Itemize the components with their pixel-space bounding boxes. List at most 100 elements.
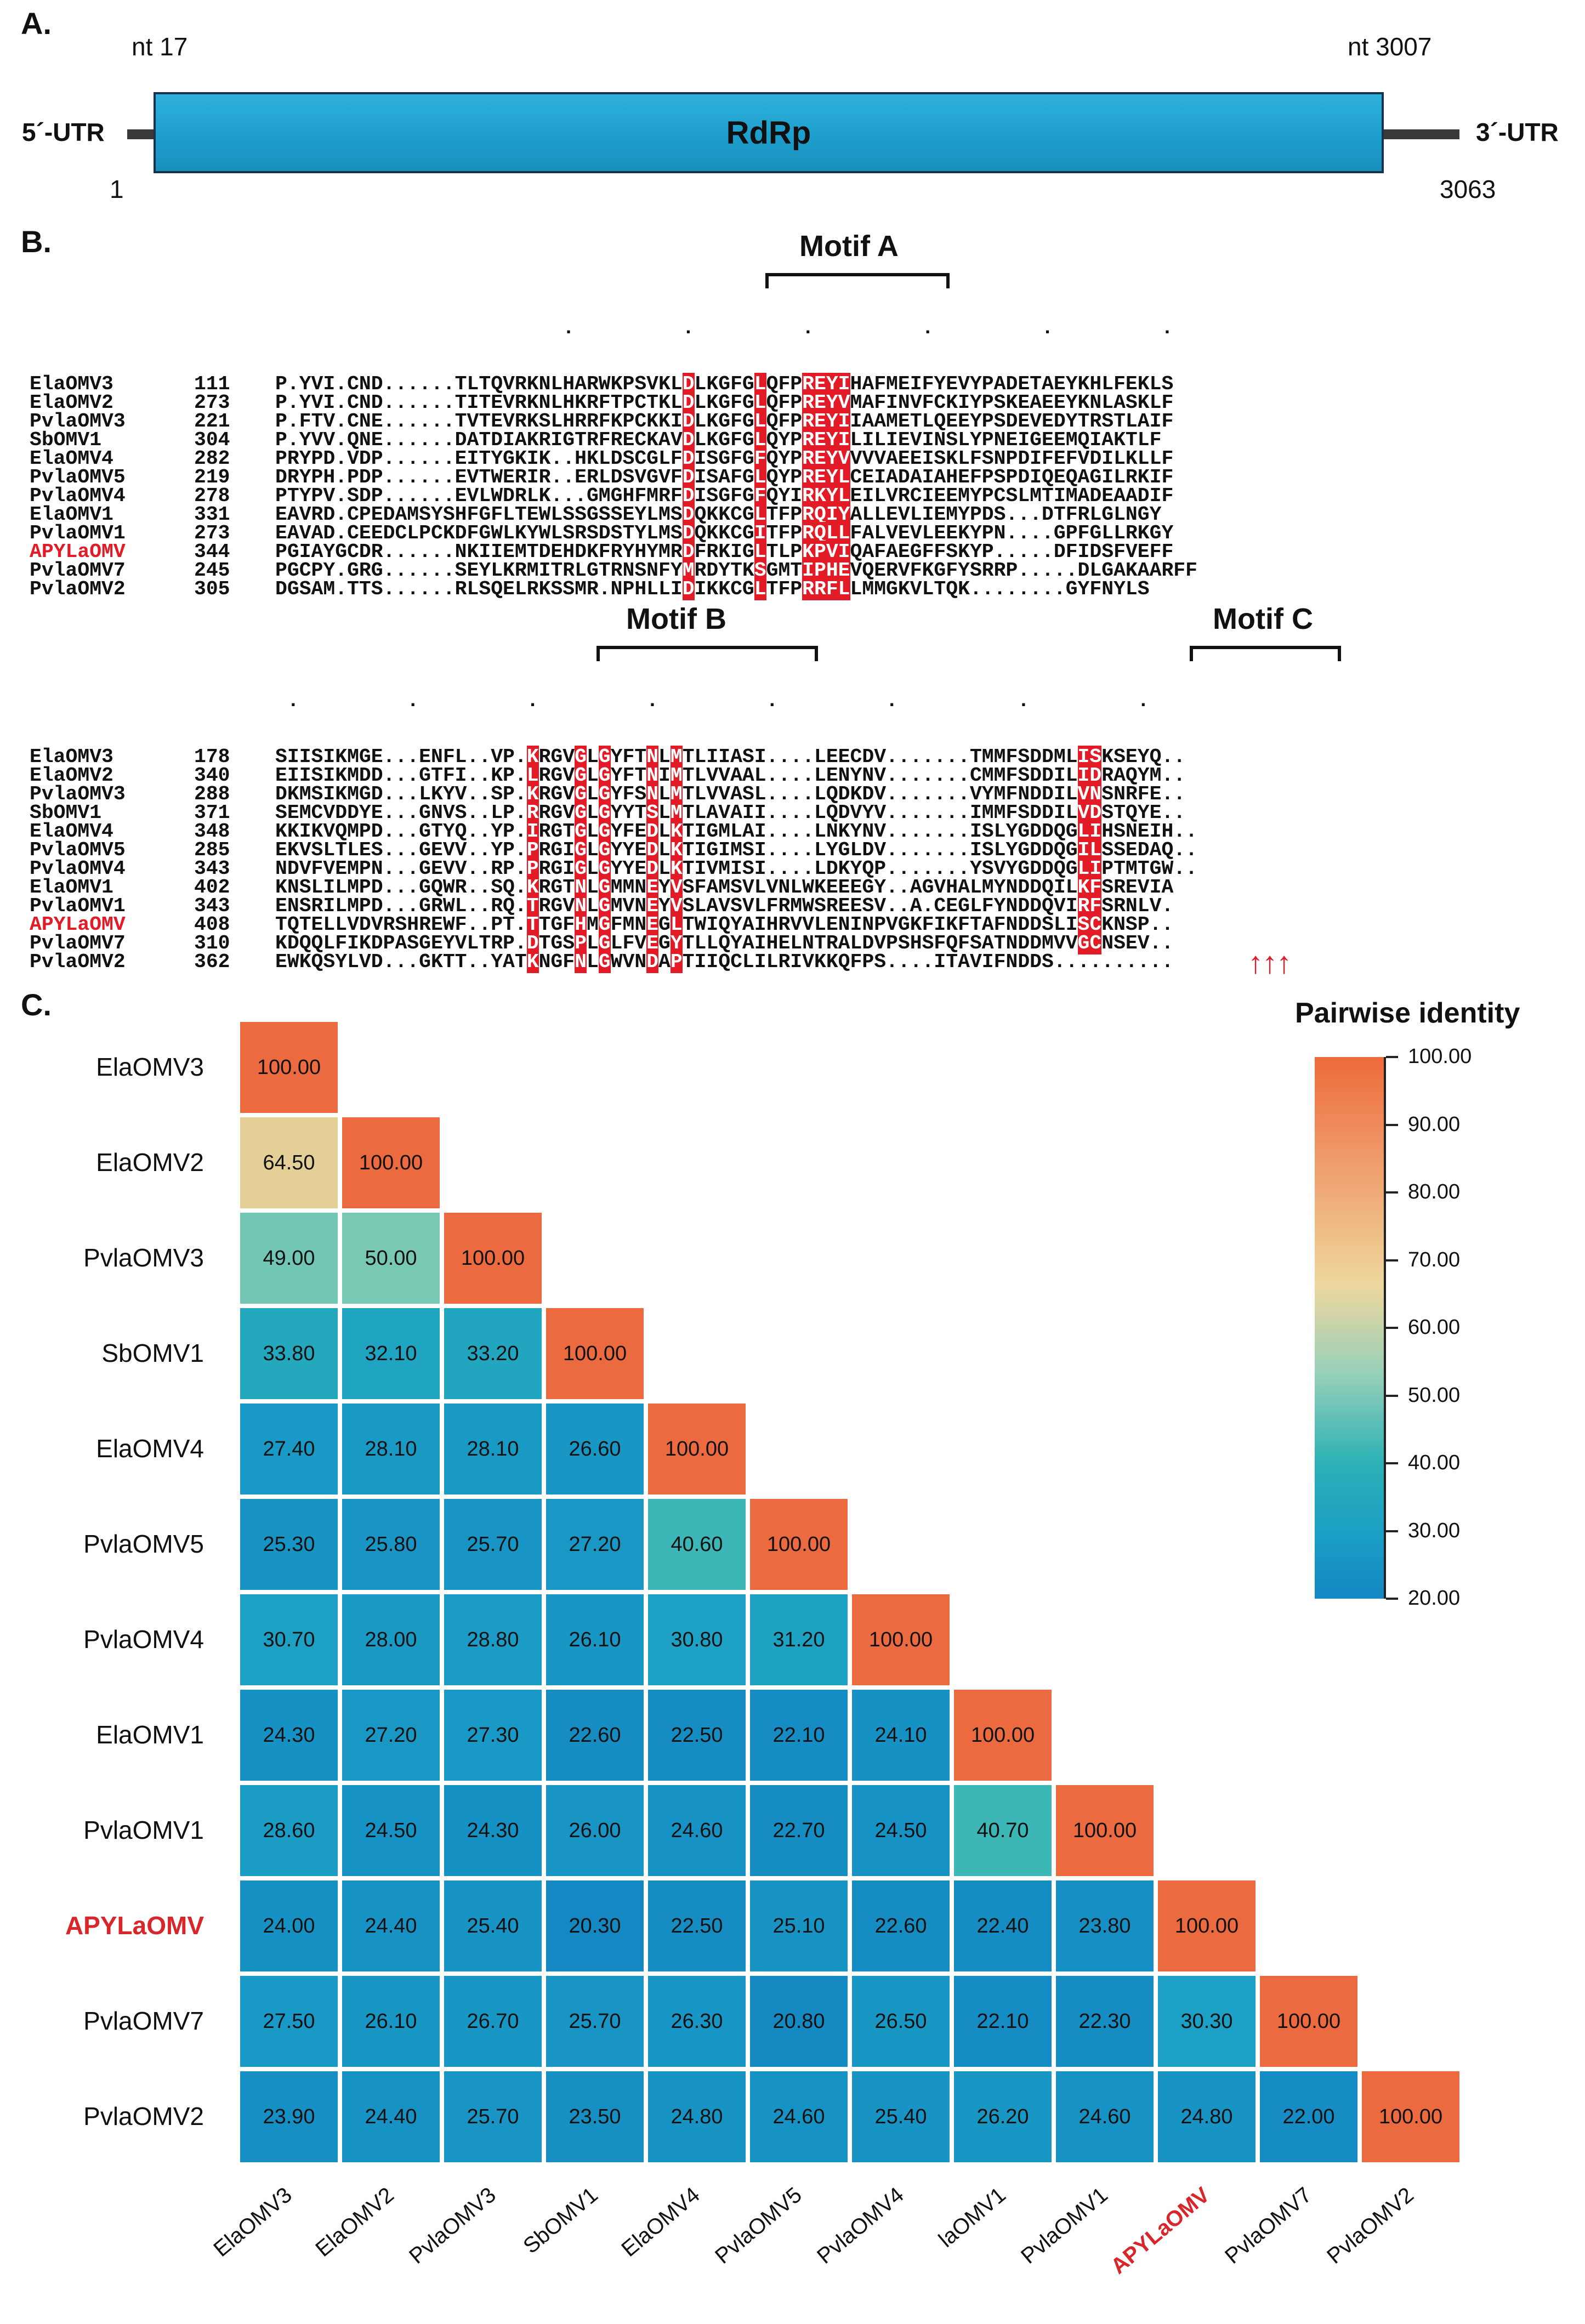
sequence-name: ElaOMV2: [30, 764, 113, 787]
heatmap-row-label: PvlaOMV7: [83, 2007, 204, 2035]
sequence-position: 343: [194, 895, 230, 917]
alignment-row: APYLaOMV 344 PGIAYGCDR......NKIIEMTDEHDKFR…: [30, 541, 1173, 563]
sequence-position: 371: [194, 802, 230, 824]
heatmap-cell: 26.00: [544, 1783, 646, 1878]
legend-tick-label: 60.00: [1408, 1316, 1461, 1339]
sequence-name: ElaOMV4: [30, 820, 113, 843]
panel-b-label: B.: [21, 224, 52, 259]
heatmap-cell: 50.00: [340, 1211, 442, 1306]
heatmap-cell: 24.30: [442, 1783, 544, 1878]
heatmap-cell: 23.80: [1054, 1878, 1156, 1974]
sequence-residues: EKVSLTLES...GEVV..YP.PRGIGLGYYEDLKTIGIMS…: [275, 839, 1197, 861]
sequence-residues: EAVAD.CEEDCLPCKDFGWLKYWLSRSDSTYLMSDQKKCG…: [275, 522, 1174, 544]
heatmap-cell: 27.30: [442, 1687, 544, 1783]
heatmap-cell: 64.50: [238, 1115, 340, 1211]
alignment-row: APYLaOMV 408 TQTELLVDVRSHREWF..PT.TTGFHMGF…: [30, 913, 1173, 936]
heatmap-cell: 100.00: [442, 1211, 544, 1306]
sequence-name: ElaOMV1: [30, 876, 113, 899]
heatmap-row-label: PvlaOMV4: [83, 1625, 204, 1653]
heatmap-cell: 25.40: [850, 2069, 952, 2164]
panel-c-label: C.: [21, 987, 52, 1022]
sequence-position: 343: [194, 857, 230, 880]
sequence-residues: P.FTV.CNE......TVTEVRKSLHRRFKPCKKIDLKGFG…: [275, 410, 1174, 433]
heatmap-cell: 100.00: [340, 1115, 442, 1211]
sequence-residues: P.YVV.QNE......DATDIAKRIGTRFRECKAVDLKGFG…: [275, 429, 1162, 451]
heatmap-cell: 27.40: [238, 1401, 340, 1497]
sequence-name: ElaOMV3: [30, 746, 113, 768]
heatmap-cell: 25.70: [544, 1974, 646, 2069]
heatmap-cell: 24.50: [850, 1783, 952, 1878]
heatmap-cell: 24.00: [238, 1878, 340, 1974]
sequence-position: 178: [194, 746, 230, 768]
heatmap-cell: 24.40: [340, 2069, 442, 2164]
heatmap-cell: 28.00: [340, 1592, 442, 1687]
heatmap-row-label: ElaOMV2: [96, 1148, 204, 1177]
legend-tick-mark: [1386, 1123, 1398, 1126]
heatmap-cell: 100.00: [238, 1020, 340, 1115]
heatmap-cell: 100.00: [1054, 1783, 1156, 1878]
heatmap-row-label: PvlaOMV3: [83, 1243, 204, 1272]
sequence-name: PvlaOMV7: [30, 932, 126, 954]
alignment-row: ElaOMV1 331 EAVRD.CPEDAMSYSHFGFLTEWLSSGSSE…: [30, 503, 1161, 526]
nt-end-label: nt 3007: [1348, 32, 1432, 61]
heatmap-cell: 25.70: [442, 1497, 544, 1592]
sequence-position: 273: [194, 522, 230, 544]
sequence-name: PvlaOMV4: [30, 485, 126, 507]
sequence-name: PvlaOMV1: [30, 895, 126, 917]
legend-tick-mark: [1386, 1259, 1398, 1262]
sequence-residues: EIISIKMDD...GTFI..KP.LRGVGLGYFTNIMTLVVAA…: [275, 764, 1186, 787]
heatmap-row-label: PvlaOMV5: [83, 1530, 204, 1558]
sequence-residues: ENSRILMPD...GRWL..RQ.TRGVNLGMVNEYVSLAVSV…: [275, 895, 1174, 917]
heatmap-cell: 26.10: [544, 1592, 646, 1687]
heatmap-cell: 22.50: [646, 1687, 748, 1783]
alignment-ruler-1: . . . . . .: [275, 317, 1173, 339]
heatmap-cell: 23.50: [544, 2069, 646, 2164]
sequence-name: PvlaOMV4: [30, 857, 126, 880]
sequence-residues: PGCPY.GRG......SEYLKRMITRLGTRNSNFYMRDYTK…: [275, 559, 1197, 582]
alignment-row: SbOMV1 371 SEMCVDDYE...GNVS..LP.RRGVGLGYYT…: [30, 802, 1185, 824]
alignment-row: PvlaOMV5 285 EKVSLTLES...GEVV..YP.PRGIGLGY…: [30, 839, 1197, 861]
heatmap-row-label: ElaOMV4: [96, 1434, 204, 1463]
alignment-row: SbOMV1 304 P.YVV.QNE......DATDIAKRIGTRFREC…: [30, 429, 1161, 451]
heatmap-cell: 49.00: [238, 1211, 340, 1306]
sequence-position: 278: [194, 485, 230, 507]
alignment-row: PvlaOMV3 288 DKMSIKMGD...LKYV..SP.KRGVGLGY…: [30, 783, 1185, 805]
sequence-residues: PGIAYGCDR......NKIIEMTDEHDKFRYHYMRDFRKIG…: [275, 541, 1174, 563]
sequence-residues: DGSAM.TTS......RLSQELRKSSMR.NPHLLIDIKKCG…: [275, 578, 1150, 600]
alignment-row: PvlaOMV7 245 PGCPY.GRG......SEYLKRMITRLGTR…: [30, 559, 1197, 582]
legend-tick-label: 40.00: [1408, 1451, 1461, 1474]
legend-tick-label: 30.00: [1408, 1519, 1461, 1542]
heatmap-cell: 22.60: [850, 1878, 952, 1974]
heatmap-row-label: PvlaOMV2: [83, 2102, 204, 2130]
sequence-residues: KKIKVQMPD...GTYQ..YP.IRGTGLGYFEDLKTIGMLA…: [275, 820, 1197, 843]
sequence-name: SbOMV1: [30, 802, 102, 824]
heatmap-row-label: ElaOMV3: [96, 1053, 204, 1081]
heatmap-cell: 22.30: [1054, 1974, 1156, 2069]
heatmap-cell: 26.20: [952, 2069, 1054, 2164]
sequence-position: 305: [194, 578, 230, 600]
heatmap-cell: 26.60: [544, 1401, 646, 1497]
heatmap-cell: 24.10: [850, 1687, 952, 1783]
sequence-residues: KNSLILMPD...GQWR..SQ.KRGTNLGMMNEYVSFAMSV…: [275, 876, 1174, 899]
alignment-row: PvlaOMV7 310 KDQQLFIKDPASGEYVLTRP.DTGSPLGL…: [30, 932, 1173, 954]
heatmap-row-label: APYLaOMV: [65, 1911, 204, 1940]
heatmap-cell: 22.60: [544, 1687, 646, 1783]
heatmap-cell: 22.00: [1258, 2069, 1360, 2164]
heatmap-cell: 31.20: [748, 1592, 850, 1687]
legend-axis-line: [1384, 1057, 1386, 1599]
pos-start-label: 1: [110, 175, 124, 203]
sequence-position: 282: [194, 447, 230, 470]
motif-c-title: Motif C: [1213, 603, 1313, 635]
alignment-row: ElaOMV3 111 P.YVI.CND......TLTQVRKNLHARWKP…: [30, 373, 1173, 395]
heatmap-cell: 100.00: [1258, 1974, 1360, 2069]
legend-color-bar: [1315, 1057, 1384, 1599]
heatmap-cell: 24.60: [1054, 2069, 1156, 2164]
sequence-position: 331: [194, 503, 230, 526]
alignment-row: PvlaOMV1 273 EAVAD.CEEDCLPCKDFGWLKYWLSRSDS…: [30, 522, 1173, 544]
alignment-row: PvlaOMV2 362 EWKQSYLVD...GKTT..YATKNGFNLGW…: [30, 951, 1173, 973]
alignment-row: PvlaOMV2 305 DGSAM.TTS......RLSQELRKSSMR.N…: [30, 578, 1150, 600]
sequence-position: 288: [194, 783, 230, 805]
heatmap-cell: 22.40: [952, 1878, 1054, 1974]
legend-tick-label: 70.00: [1408, 1248, 1461, 1271]
heatmap-cell: 22.50: [646, 1878, 748, 1974]
